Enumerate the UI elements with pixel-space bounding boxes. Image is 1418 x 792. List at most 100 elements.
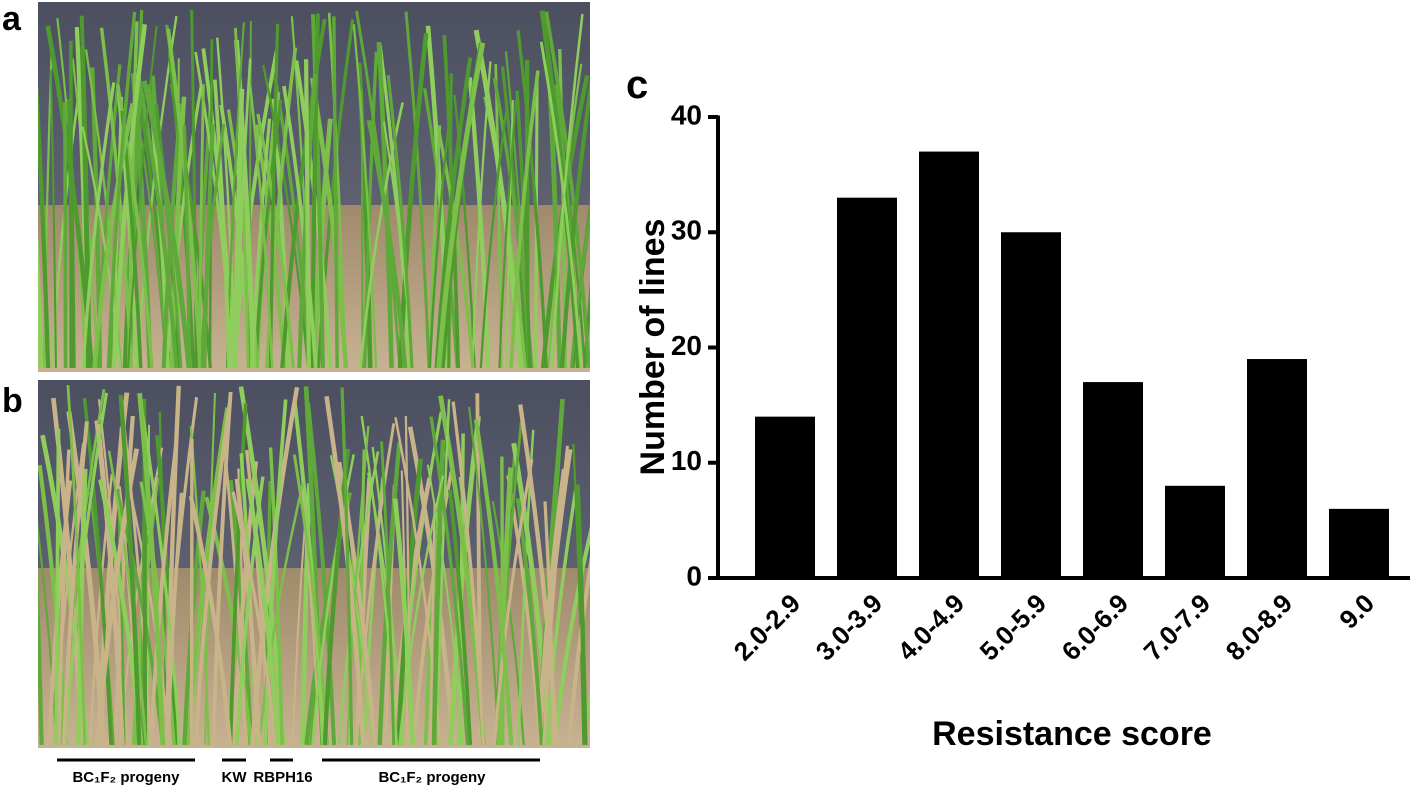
- leaf-blade: [213, 79, 232, 369]
- leaf-blade: [310, 14, 325, 369]
- leaf-blade: [551, 106, 562, 369]
- leaf-blade: [197, 84, 205, 369]
- leaf-blade: [468, 406, 500, 746]
- bar: [1329, 508, 1389, 578]
- leaf-blade: [340, 387, 354, 746]
- leaf-blade: [42, 53, 53, 369]
- leaf-blade: [492, 459, 534, 746]
- leaf-blade: [211, 391, 233, 746]
- photo-label: BC₁F₂ progeny: [378, 769, 486, 786]
- leaf-blade: [147, 84, 183, 369]
- photo-label: KW: [222, 769, 248, 786]
- x-tick-label: 8.0-8.9: [1220, 588, 1298, 666]
- photo-b: [38, 380, 590, 748]
- leaf-blade: [155, 435, 178, 746]
- leaf-blade: [429, 416, 470, 746]
- leaf-blade: [137, 392, 166, 746]
- leaf-blade: [231, 491, 277, 746]
- leaf-blade: [235, 476, 265, 746]
- leaf-blade: [451, 401, 486, 746]
- leaf-blade: [560, 77, 590, 369]
- leaf-blade: [428, 102, 453, 369]
- leaf-blade: [193, 402, 232, 746]
- leaf-blade: [504, 51, 530, 369]
- leaf-blade: [149, 442, 179, 746]
- leaf-blade: [584, 681, 590, 746]
- bar: [1001, 232, 1061, 578]
- leaf-blade: [61, 421, 89, 746]
- bar: [919, 151, 979, 578]
- leaf-blade: [202, 123, 215, 369]
- leaf-blade: [500, 456, 505, 746]
- leaf-blade: [539, 41, 583, 369]
- leaf-blade: [188, 495, 233, 746]
- leaf-blade: [509, 70, 540, 369]
- photo-label: RBPH16: [253, 769, 312, 786]
- leaf-blade: [164, 385, 181, 746]
- bar: [837, 197, 897, 579]
- leaf-blade: [505, 100, 514, 369]
- leaf-blade: [92, 103, 135, 369]
- bar: [1247, 359, 1307, 578]
- leaf-blade: [575, 484, 588, 746]
- leaf-blade: [552, 526, 590, 746]
- leaf-blade: [118, 394, 142, 746]
- leaf-blade: [199, 123, 226, 369]
- x-tick-label: 5.0-5.9: [974, 588, 1052, 666]
- leaf-blade: [435, 399, 451, 746]
- leaf-blade: [542, 445, 569, 746]
- leaf-blade: [404, 11, 431, 369]
- leaf-blade: [234, 58, 252, 369]
- leaf-blade: [38, 568, 44, 746]
- leaf-blade: [491, 501, 525, 746]
- leaf-blade: [95, 448, 140, 746]
- leaf-blade: [127, 21, 139, 369]
- y-tick-label: 30: [671, 215, 702, 246]
- bar: [755, 416, 815, 578]
- photo-label: BC₁F₂ progeny: [72, 769, 180, 786]
- y-tick-label: 10: [671, 445, 702, 476]
- leaf-blade: [113, 415, 135, 746]
- y-tick-label: 40: [671, 99, 702, 130]
- leaf-blade: [38, 83, 51, 369]
- leaf-blade: [106, 11, 137, 369]
- leaf-blade: [309, 77, 349, 369]
- leaf-blade: [551, 13, 584, 369]
- x-tick-label: 9.0: [1333, 588, 1380, 635]
- panel-label: b: [2, 382, 23, 420]
- leaf-blade: [81, 82, 116, 369]
- leaf-blade: [164, 85, 203, 369]
- y-axis-title: Number of lines: [634, 219, 672, 476]
- leaf-blade: [189, 426, 210, 746]
- leaf-blade: [141, 80, 192, 369]
- leaf-blade: [268, 447, 284, 746]
- y-tick-label: 20: [671, 330, 702, 361]
- leaf-blade: [518, 404, 559, 746]
- leaf-blade: [436, 42, 486, 369]
- leaf-blade: [54, 428, 61, 746]
- leaf-blade: [352, 24, 378, 369]
- x-tick-label: 6.0-6.9: [1056, 588, 1134, 666]
- x-tick-label: 4.0-4.9: [892, 588, 970, 666]
- leaf-blade: [66, 384, 87, 746]
- leaf-blade: [473, 419, 514, 746]
- x-tick-label: 7.0-7.9: [1138, 588, 1216, 666]
- leaf-blade: [304, 59, 311, 369]
- leaf-blade: [346, 426, 370, 746]
- leaf-blade: [263, 399, 288, 746]
- leaf-blade: [426, 464, 465, 746]
- bar: [1083, 382, 1143, 578]
- leaf-blade: [332, 16, 339, 369]
- x-tick-label: 2.0-2.9: [728, 588, 806, 666]
- leaf-blade: [82, 397, 113, 746]
- leaf-blade: [182, 125, 192, 369]
- leaf-blade: [81, 126, 122, 369]
- leaf-blade: [395, 458, 424, 746]
- leaf-blade: [57, 449, 71, 746]
- x-tick-label: 3.0-3.9: [810, 588, 888, 666]
- leaf-blade: [256, 113, 295, 369]
- leaf-blade: [467, 77, 491, 369]
- leaf-blade: [116, 488, 126, 746]
- leaf-blade: [473, 29, 524, 369]
